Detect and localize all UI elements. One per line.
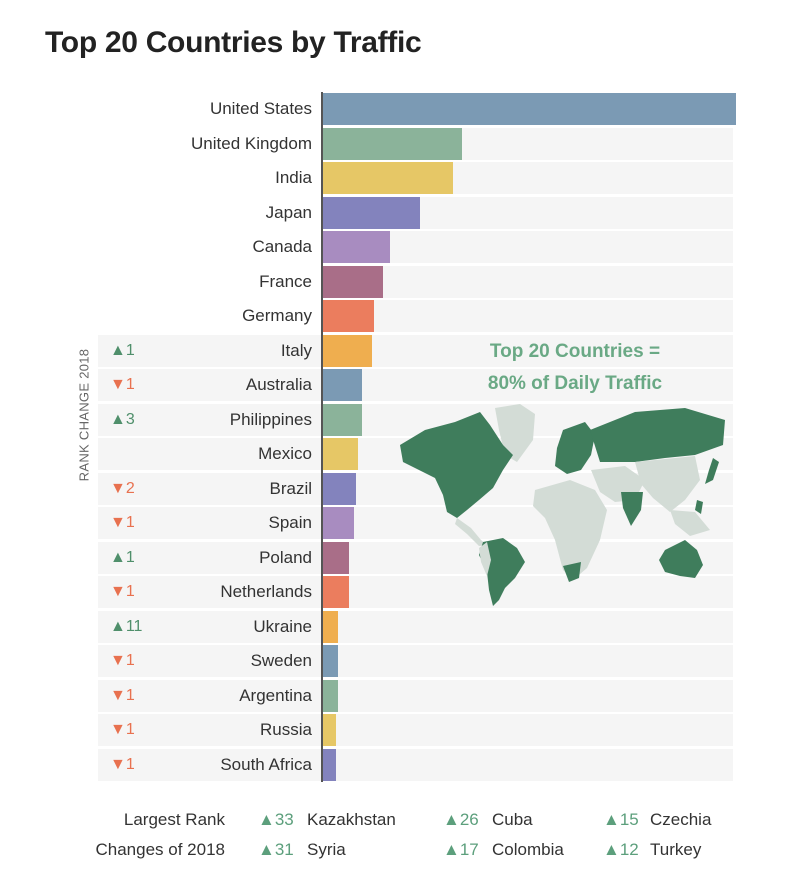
map-south-africa [563, 562, 581, 582]
bar-italy [323, 334, 372, 367]
map-south-america [479, 538, 525, 606]
rank-change: ▲1 [110, 341, 135, 359]
largest-change-country: Turkey [650, 840, 702, 859]
bar-spain [323, 507, 354, 539]
row-background [98, 576, 733, 608]
map-india [621, 492, 643, 526]
country-label: Poland [259, 547, 312, 567]
rank-change: ▼1 [110, 583, 135, 600]
callout-line-2: 80% of Daily Traffic [487, 373, 663, 394]
bar-sweden [323, 645, 338, 677]
row-background [98, 748, 733, 781]
country-label: Japan [265, 202, 312, 222]
country-label: Italy [280, 340, 312, 360]
country-label: Australia [245, 375, 312, 394]
country-label: Russia [260, 720, 312, 739]
map-philippines [695, 500, 703, 514]
bar-argentina [323, 679, 338, 712]
row-background [98, 714, 733, 746]
bar-united-states [323, 93, 736, 125]
rank-change: ▲1 [110, 548, 135, 566]
rank-change: ▼1 [110, 721, 135, 738]
largest-change-country: Kazakhstan [307, 810, 396, 829]
row-background [323, 265, 733, 298]
largest-change-value: ▲12 [603, 840, 639, 859]
bar-australia [323, 369, 362, 401]
bar-netherlands [323, 576, 350, 608]
largest-change-country: Syria [307, 840, 346, 859]
largest-change-country: Colombia [492, 840, 564, 859]
row-background [323, 231, 733, 263]
largest-change-value: ▲33 [258, 810, 294, 829]
country-label: United States [209, 99, 312, 118]
largest-change-country: Czechia [650, 810, 712, 829]
row-background [98, 369, 733, 401]
rank-change: ▼1 [110, 376, 135, 393]
row-background [323, 300, 733, 332]
country-label: Mexico [258, 444, 312, 463]
row-background [98, 541, 733, 574]
country-label: United Kingdom [191, 133, 312, 153]
largest-change-value: ▲26 [443, 810, 479, 829]
largest-change-value: ▲17 [443, 840, 479, 859]
bar-brazil [323, 472, 357, 505]
largest-changes-label-1: Largest Rank [123, 810, 225, 829]
bar-india [323, 162, 453, 194]
bar-germany [323, 300, 374, 332]
country-label: Brazil [269, 478, 312, 498]
country-label: South Africa [220, 754, 312, 774]
rank-change-axis-label: RANK CHANGE 2018 [76, 348, 92, 482]
row-background [98, 334, 733, 367]
largest-changes-label-2: Changes of 2018 [95, 840, 226, 859]
map-north-america [400, 412, 513, 518]
world-map [400, 404, 725, 606]
bar-poland [323, 541, 350, 574]
bar-united-kingdom [323, 127, 462, 160]
callout-line-1: Top 20 Countries = [489, 341, 661, 362]
country-label: Ukraine [253, 616, 312, 636]
row-background [98, 645, 733, 677]
page-title: Top 20 Countries by Traffic [45, 26, 422, 59]
country-label: India [275, 168, 312, 187]
bar-canada [323, 231, 390, 263]
map-europe [555, 422, 595, 474]
map-southeast-asia [670, 510, 710, 536]
rank-change: ▼1 [110, 755, 135, 773]
bar-france [323, 265, 383, 298]
country-label: France [259, 271, 312, 291]
country-label: Netherlands [220, 582, 312, 601]
bar-philippines [323, 403, 362, 436]
largest-change-country: Cuba [492, 810, 533, 829]
country-label: Spain [268, 513, 312, 532]
map-russia [590, 408, 725, 462]
country-label: Canada [252, 237, 312, 256]
map-australia [659, 540, 703, 578]
rank-change: ▲3 [110, 410, 135, 428]
bar-mexico [323, 438, 359, 470]
largest-change-value: ▲15 [603, 810, 639, 829]
map-asia-other [635, 456, 700, 512]
row-background [98, 679, 733, 712]
largest-change-value: ▲31 [258, 840, 294, 859]
rank-change: ▼1 [110, 652, 135, 669]
bar-russia [323, 714, 336, 746]
bar-south-africa [323, 748, 336, 781]
rank-change: ▲11 [110, 617, 143, 635]
country-label: Argentina [239, 685, 312, 705]
rank-change: ▼2 [110, 479, 135, 497]
map-south-america-other [479, 542, 491, 576]
map-africa [533, 480, 607, 580]
axis-line [321, 92, 323, 782]
country-label: Germany [242, 306, 312, 325]
rank-change: ▼1 [110, 514, 135, 531]
bar-japan [323, 196, 420, 229]
map-central-america [455, 518, 487, 546]
map-japan [705, 458, 719, 484]
bar-ukraine [323, 610, 338, 643]
country-label: Sweden [250, 651, 312, 670]
country-label: Philippines [229, 409, 312, 429]
rank-change: ▼1 [110, 686, 135, 704]
row-background [98, 610, 733, 643]
